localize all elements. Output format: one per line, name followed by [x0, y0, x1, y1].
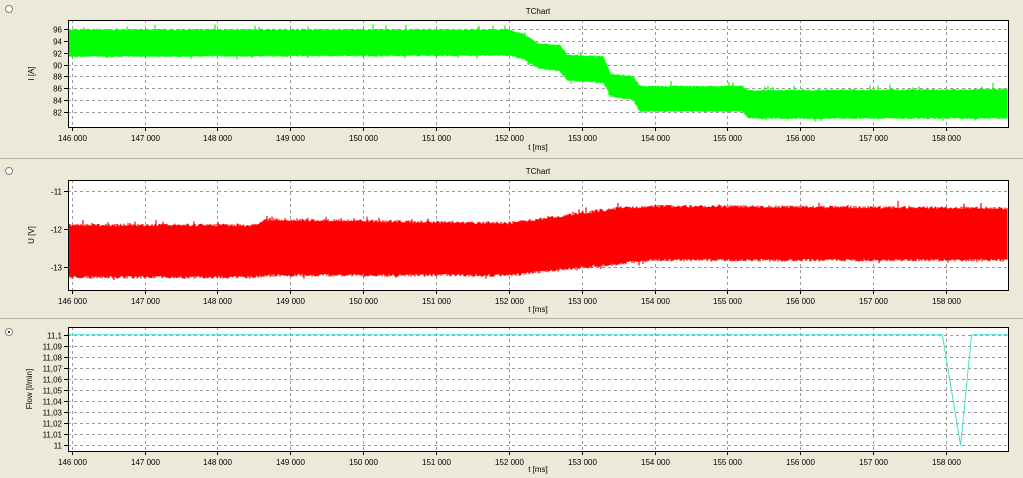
- x-tick-label: 146 000: [58, 297, 87, 306]
- x-tick-label: 154 000: [641, 297, 670, 306]
- y-tick-label: 90: [53, 62, 62, 71]
- plot-area: [68, 327, 1008, 451]
- x-tick-label: 148 000: [203, 134, 232, 143]
- chart-panel-flow: 146 000 147 000 148 000 149 000 150 000 151 0…: [0, 320, 1023, 478]
- voltage-chart: 146 000 147 000 148 000 149 000 150 000 151 0…: [27, 167, 1009, 314]
- x-tick-label: 149 000: [276, 458, 305, 467]
- x-tick-label: 151 000: [422, 458, 451, 467]
- y-tick-label: 11,05: [43, 387, 63, 396]
- panel-select-radio-current[interactable]: [5, 5, 13, 13]
- x-tick-label: 156 000: [786, 458, 815, 467]
- x-tick-label: 158 000: [932, 297, 961, 306]
- y-tick-label: 11,02: [43, 420, 63, 429]
- plot-frame: [68, 20, 1009, 128]
- x-tick-label: 155 000: [713, 134, 742, 143]
- y-axis-label: Flow [l/min]: [25, 369, 34, 409]
- x-tick-label: 149 000: [276, 297, 305, 306]
- x-tick-label: 146 000: [58, 134, 87, 143]
- chart-panel-voltage: 146 000 147 000 148 000 149 000 150 000 151 0…: [0, 160, 1023, 317]
- x-tick-label: 147 000: [131, 134, 160, 143]
- current-chart: 146 000 147 000 148 000 149 000 150 000 151 0…: [27, 7, 1009, 152]
- x-tick-label: 149 000: [276, 134, 305, 143]
- y-tick-label: 94: [53, 38, 62, 47]
- y-axis-label: U [V]: [27, 226, 36, 244]
- panel-divider: [0, 158, 1023, 159]
- series-band: [68, 200, 1008, 280]
- chart-panel-current: 146 000 147 000 148 000 149 000 150 000 151 0…: [0, 0, 1023, 158]
- y-tick-label: 11,07: [43, 365, 63, 374]
- x-tick-label: 154 000: [641, 458, 670, 467]
- y-tick-label: 11: [54, 442, 63, 451]
- x-tick-label: 155 000: [713, 297, 742, 306]
- x-tick-label: 156 000: [786, 134, 815, 143]
- x-tick-label: 148 000: [203, 458, 232, 467]
- x-tick-label: 150 000: [349, 297, 378, 306]
- y-tick-label: 11,06: [43, 376, 63, 385]
- x-tick-label: 146 000: [58, 458, 87, 467]
- plot-frame: [68, 180, 1009, 291]
- y-tick-label: 11,01: [43, 431, 63, 440]
- y-tick-label: 82: [53, 109, 62, 118]
- flow-chart: 146 000 147 000 148 000 149 000 150 000 151 0…: [25, 327, 1009, 474]
- x-tick-label: 155 000: [713, 458, 742, 467]
- x-tick-label: 156 000: [786, 297, 815, 306]
- y-tick-label: 11,03: [43, 409, 63, 418]
- x-tick-label: 150 000: [349, 458, 378, 467]
- panel-select-radio-voltage[interactable]: [5, 167, 13, 175]
- plot-frame: [68, 327, 1009, 452]
- x-tick-label: 151 000: [422, 134, 451, 143]
- y-axis-label: I [A]: [27, 66, 36, 80]
- y-tick-label: 84: [53, 97, 62, 106]
- chart-title: TChart: [526, 167, 551, 176]
- x-tick-label: 152 000: [495, 134, 524, 143]
- y-tick-label: 11,04: [43, 398, 63, 407]
- y-tick-label: 86: [53, 85, 62, 94]
- panel-divider: [0, 318, 1023, 319]
- x-tick-label: 157 000: [859, 297, 888, 306]
- y-tick-label: -11: [51, 188, 63, 197]
- x-tick-label: 148 000: [203, 297, 232, 306]
- y-tick-label: -13: [50, 264, 62, 273]
- x-tick-label: 150 000: [349, 134, 378, 143]
- x-tick-label: 152 000: [495, 297, 524, 306]
- x-tick-label: 153 000: [568, 297, 597, 306]
- x-tick-label: 157 000: [859, 458, 888, 467]
- chart-title: TChart: [526, 7, 551, 16]
- series-band: [68, 24, 1008, 122]
- y-tick-label: 96: [53, 26, 62, 35]
- x-tick-label: 151 000: [422, 297, 451, 306]
- series-line: [68, 334, 1008, 446]
- y-tick-label: 11,09: [43, 343, 63, 352]
- x-tick-label: 152 000: [495, 458, 524, 467]
- x-tick-label: 147 000: [131, 297, 160, 306]
- x-tick-label: 157 000: [859, 134, 888, 143]
- x-tick-label: 153 000: [568, 134, 597, 143]
- x-axis-label: t [ms]: [528, 143, 548, 152]
- panel-select-radio-flow[interactable]: [5, 328, 13, 336]
- x-tick-label: 154 000: [641, 134, 670, 143]
- x-tick-label: 158 000: [932, 134, 961, 143]
- y-tick-label: 11,08: [43, 354, 63, 363]
- y-tick-label: 92: [53, 50, 62, 59]
- x-tick-label: 158 000: [932, 458, 961, 467]
- x-tick-label: 147 000: [131, 458, 160, 467]
- x-axis-label: t [ms]: [528, 305, 548, 314]
- y-tick-label: 11,1: [47, 332, 63, 341]
- y-tick-label: -12: [50, 226, 62, 235]
- y-tick-label: 88: [53, 73, 62, 82]
- x-axis-label: t [ms]: [528, 465, 548, 474]
- x-tick-label: 153 000: [568, 458, 597, 467]
